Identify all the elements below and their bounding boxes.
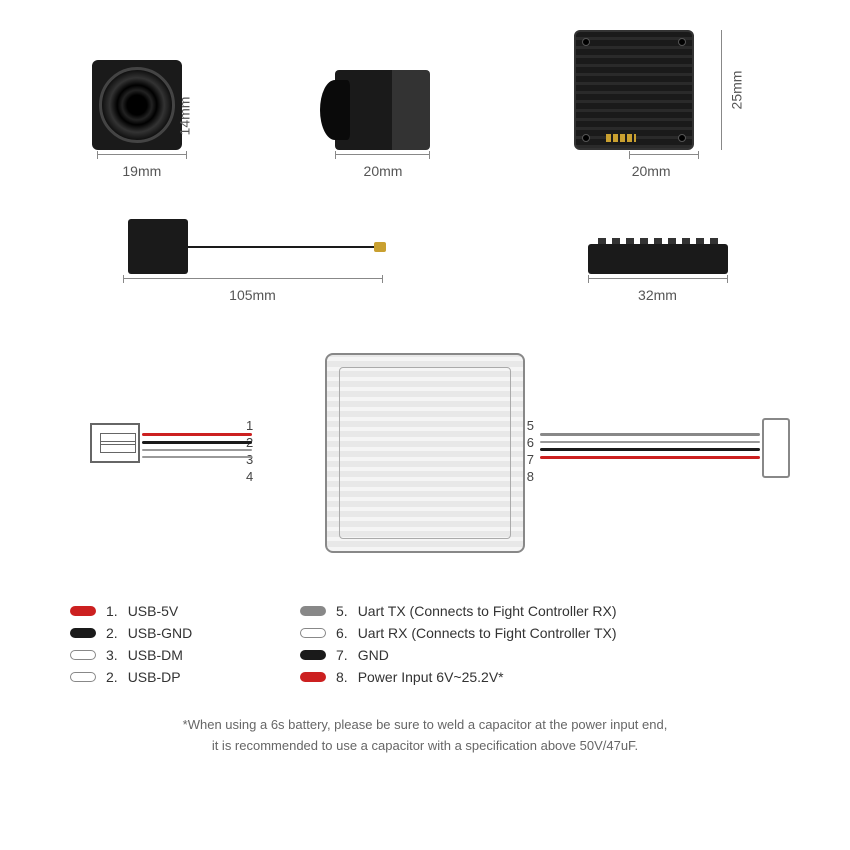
top-dimension-row: 14mm 19mm 20mm 25mm 20mm bbox=[20, 30, 830, 179]
legend-row-2: 2. USB-GND bbox=[70, 625, 270, 641]
pill-red-icon bbox=[70, 606, 96, 616]
dim-line bbox=[123, 278, 383, 279]
board-width-label: 32mm bbox=[638, 287, 677, 303]
legend-label: GND bbox=[358, 647, 389, 663]
legend-row-7: 7. GND bbox=[300, 647, 780, 663]
camera-front-view: 14mm 19mm bbox=[92, 60, 192, 179]
legend-num: 5. bbox=[336, 603, 348, 619]
legend-num: 8. bbox=[336, 669, 348, 685]
pin-8: 8 bbox=[527, 468, 534, 485]
pin-4: 4 bbox=[246, 468, 253, 485]
wire-usb-gnd bbox=[142, 441, 252, 444]
pin-7: 7 bbox=[527, 451, 534, 468]
right-pin-numbers: 5 6 7 8 bbox=[527, 417, 534, 485]
pill-black-icon bbox=[300, 650, 326, 660]
legend-label: Uart RX (Connects to Fight Controller TX… bbox=[358, 625, 617, 641]
second-dimension-row: 105mm 32mm bbox=[20, 219, 830, 303]
dim-line bbox=[335, 154, 430, 155]
vtx-top-view: 25mm 20mm bbox=[574, 30, 728, 179]
camera-front-body bbox=[92, 60, 182, 150]
legend-row-3: 3. USB-DM bbox=[70, 647, 270, 663]
footnote: *When using a 6s battery, please be sure… bbox=[70, 715, 780, 757]
legend-row-6: 6. Uart RX (Connects to Fight Controller… bbox=[300, 625, 780, 641]
vtx-body bbox=[574, 30, 694, 150]
board-side-body bbox=[588, 244, 728, 274]
left-wire-bundle bbox=[142, 428, 342, 463]
antenna-patch bbox=[128, 219, 188, 274]
right-wire-bundle bbox=[540, 428, 760, 464]
camera-side-body bbox=[335, 70, 430, 150]
wire-gnd bbox=[540, 448, 760, 451]
legend-label: USB-5V bbox=[128, 603, 179, 619]
footnote-line2: it is recommended to use a capacitor wit… bbox=[70, 736, 780, 757]
legend-num: 2. bbox=[106, 669, 118, 685]
wiring-diagram: 1 2 3 4 5 6 7 8 bbox=[60, 353, 790, 573]
pin-legend: 1. USB-5V 5. Uart TX (Connects to Fight … bbox=[70, 603, 780, 685]
pill-white-icon bbox=[70, 672, 96, 682]
antenna-wire bbox=[188, 246, 378, 248]
usb-connector-icon bbox=[90, 423, 140, 463]
wire-usb-5v bbox=[142, 433, 252, 436]
camera-width-label: 19mm bbox=[122, 163, 161, 179]
vtx-hole-spacing-label: 20mm bbox=[632, 163, 671, 179]
legend-num: 3. bbox=[106, 647, 118, 663]
legend-row-1: 1. USB-5V bbox=[70, 603, 270, 619]
board-side-view: 32mm bbox=[588, 244, 728, 303]
legend-label: Power Input 6V~25.2V* bbox=[358, 669, 504, 685]
footnote-line1: *When using a 6s battery, please be sure… bbox=[70, 715, 780, 736]
pin-5: 5 bbox=[527, 417, 534, 434]
antenna-body bbox=[128, 219, 378, 274]
legend-num: 2. bbox=[106, 625, 118, 641]
pill-white-icon bbox=[70, 650, 96, 660]
legend-label: Uart TX (Connects to Fight Controller RX… bbox=[358, 603, 617, 619]
wire-uart-rx bbox=[540, 441, 760, 443]
vtx-height-label: 25mm bbox=[729, 71, 745, 110]
antenna-length-label: 105mm bbox=[229, 287, 276, 303]
legend-row-5: 5. Uart TX (Connects to Fight Controller… bbox=[300, 603, 780, 619]
dim-line bbox=[629, 154, 699, 155]
camera-side-view: 20mm bbox=[335, 70, 430, 179]
camera-depth-label: 20mm bbox=[364, 163, 403, 179]
legend-label: USB-GND bbox=[128, 625, 193, 641]
legend-num: 6. bbox=[336, 625, 348, 641]
vtx-outline bbox=[325, 353, 525, 553]
right-connector-icon bbox=[762, 418, 790, 478]
wire-usb-dp bbox=[142, 456, 252, 458]
legend-label: USB-DP bbox=[128, 669, 181, 685]
legend-row-4: 2. USB-DP bbox=[70, 669, 270, 685]
pill-black-icon bbox=[70, 628, 96, 638]
pill-white-icon bbox=[300, 628, 326, 638]
camera-height-label: 14mm bbox=[176, 96, 192, 135]
dim-line bbox=[97, 154, 187, 155]
legend-num: 7. bbox=[336, 647, 348, 663]
wire-uart-tx bbox=[540, 433, 760, 436]
pill-grey-icon bbox=[300, 606, 326, 616]
dim-line bbox=[588, 278, 728, 279]
legend-row-8: 8. Power Input 6V~25.2V* bbox=[300, 669, 780, 685]
wire-power bbox=[540, 456, 760, 459]
legend-label: USB-DM bbox=[128, 647, 183, 663]
pin-6: 6 bbox=[527, 434, 534, 451]
wire-usb-dm bbox=[142, 449, 252, 451]
legend-num: 1. bbox=[106, 603, 118, 619]
pill-red-icon bbox=[300, 672, 326, 682]
antenna-view: 105mm bbox=[123, 219, 383, 303]
